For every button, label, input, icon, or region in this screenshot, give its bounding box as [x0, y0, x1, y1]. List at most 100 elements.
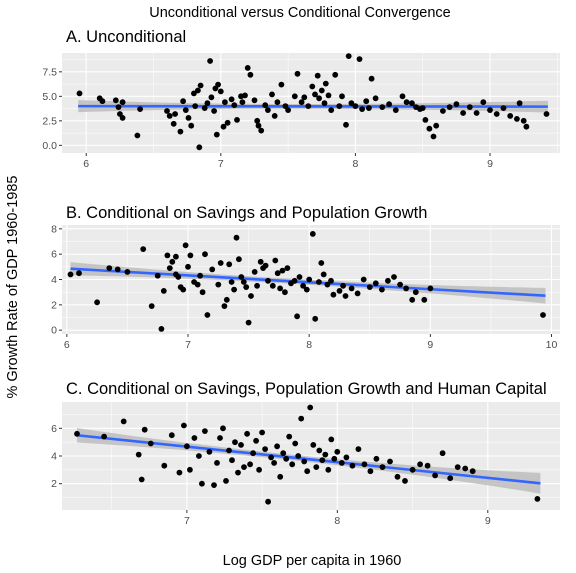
- panel-b-point: [403, 285, 409, 292]
- panel-a-point: [294, 70, 301, 77]
- panel-b-point: [421, 296, 428, 303]
- panel-b-point: [354, 290, 361, 297]
- panel-b-point: [360, 276, 367, 283]
- panel-a-point: [188, 122, 195, 129]
- panel-c-x-tick-label: 9: [485, 515, 491, 527]
- panel-b-x-tick-label: 7: [185, 339, 191, 351]
- panel-c-x-tick-label: 8: [334, 515, 340, 527]
- panel-a-point: [430, 133, 437, 140]
- panel-c-point: [211, 482, 217, 488]
- panel-a-point: [191, 90, 197, 97]
- panel-b-point: [330, 291, 337, 298]
- panel-a-point: [309, 83, 316, 90]
- panel-a-point: [231, 102, 238, 109]
- panel-c-point: [226, 447, 232, 454]
- panels: A. Unconditional 6 7 8 9 0.0 2.5 5.0 7.5 B. Condi…: [42, 28, 560, 527]
- panel-c-point: [334, 448, 341, 455]
- panel-a-point: [119, 115, 126, 121]
- panel-c-y-tick-label: 2: [51, 478, 57, 490]
- panel-c-point: [217, 435, 223, 441]
- panel-b-fit-line: [70, 267, 546, 298]
- panel-b-point: [282, 289, 288, 296]
- panel-a-point: [348, 100, 355, 107]
- panel-b-point: [245, 319, 252, 326]
- panel-a-point: [473, 110, 480, 116]
- panel-c-point: [176, 469, 183, 476]
- panel-b-point: [76, 270, 82, 277]
- panel-b-point: [175, 274, 182, 280]
- panel-b-point: [209, 266, 216, 273]
- panel-c-point: [232, 439, 238, 446]
- panel-c-x-tick-label: 7: [184, 515, 190, 527]
- panel-c-point: [325, 466, 332, 473]
- panel-c-point: [313, 464, 320, 470]
- panel-b-point: [194, 281, 201, 288]
- panel-b-y-tick-label: 0: [51, 325, 57, 337]
- panel-a-point: [409, 100, 415, 107]
- panel-a-point: [487, 107, 493, 113]
- panel-a-point: [343, 121, 349, 128]
- panel-c-point: [424, 462, 431, 469]
- panel-a-point: [356, 56, 363, 62]
- panel-b-point: [158, 326, 165, 332]
- panel-c-point: [289, 461, 296, 468]
- panel-b-point: [215, 281, 222, 288]
- panel-b-point: [226, 261, 233, 268]
- panel-c-point: [135, 451, 142, 458]
- panel-a-x-tick-label: 6: [83, 158, 89, 170]
- panel-c-point: [250, 450, 256, 457]
- panel-a-point: [182, 107, 189, 113]
- panel-a-point: [278, 81, 285, 88]
- panel-b-point: [240, 279, 247, 285]
- panel-a-point: [247, 71, 254, 78]
- panel-a-point: [460, 110, 466, 116]
- panel-a-y-tick-label: 5.0: [42, 91, 57, 103]
- panel-b-point: [166, 265, 173, 271]
- panel-b-point: [180, 286, 187, 293]
- panel-a-point: [112, 97, 119, 104]
- panel-a-point: [368, 75, 375, 82]
- panel-a-point: [211, 108, 218, 114]
- panel-a-point: [251, 97, 258, 104]
- panel-a-point: [217, 88, 224, 95]
- panel-c-point: [74, 430, 80, 437]
- panel-b-point: [173, 253, 179, 260]
- panel-a-point: [76, 90, 83, 97]
- panel-a-point: [119, 99, 126, 106]
- panel-b-point: [238, 274, 245, 280]
- panel-b-point: [320, 271, 327, 278]
- panel-a-point: [234, 117, 240, 123]
- panel-c-point: [328, 436, 335, 443]
- panel-c-point: [310, 442, 317, 448]
- panel-b-point: [197, 272, 204, 279]
- panel-c-point: [307, 404, 314, 411]
- panel-b-x-tick-label: 8: [306, 339, 312, 351]
- panel-c-point: [147, 440, 154, 447]
- panel-a-point: [242, 92, 248, 99]
- panel-a-point: [321, 100, 328, 107]
- panel-c-point: [247, 461, 254, 468]
- panel-b-y-tick-label: 2: [51, 299, 57, 311]
- panel-a-point: [422, 117, 429, 123]
- panel-c-point: [141, 426, 148, 433]
- panel-a-y-tick-label: 0.0: [42, 140, 57, 152]
- panel-b-point: [366, 284, 373, 290]
- panel-a-point: [298, 99, 305, 106]
- panel-c-point: [206, 448, 213, 455]
- panel-b-point: [140, 246, 147, 253]
- panel-a-point: [285, 107, 291, 113]
- panel-c-point: [394, 473, 401, 480]
- panel-b-point: [228, 279, 235, 285]
- panel-c-point: [274, 443, 280, 450]
- panel-c-point: [191, 435, 198, 441]
- panel-b-x-tick-label: 6: [64, 339, 70, 351]
- panel-a-point: [493, 111, 500, 117]
- panel-a-point: [336, 103, 343, 109]
- panel-c-point: [220, 425, 226, 432]
- panel-a-y-tick-label: 2.5: [42, 115, 57, 127]
- panel-b-x-tick-label: 10: [546, 339, 558, 351]
- panel-b-point: [164, 252, 171, 259]
- panel-c-point: [120, 418, 127, 425]
- panel-c-point: [469, 468, 476, 475]
